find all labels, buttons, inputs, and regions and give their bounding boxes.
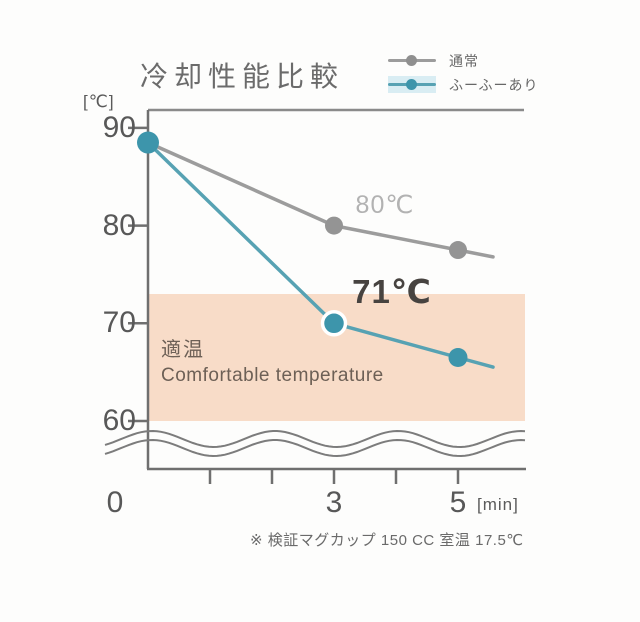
x-axis-unit-label: [min] [477, 495, 519, 514]
x-tick-label: 3 [325, 486, 343, 519]
legend-item-fufu: ふーふーあり [388, 76, 538, 93]
x-tick-label: 0 [106, 486, 124, 519]
legend-dot-icon [406, 55, 417, 66]
comfort-zone-label-jp: 適温 [161, 339, 205, 361]
y-tick-label: 60 [102, 404, 136, 437]
comfort-zone-label-en: Comfortable temperature [161, 365, 384, 386]
chart-title: 冷却性能比較 [140, 61, 345, 92]
x-tick-label: 5 [449, 486, 467, 519]
legend-label-normal: 通常 [449, 52, 479, 69]
annotation-71c: 71℃ [352, 273, 432, 310]
legend-label-fufu: ふーふーあり [449, 76, 539, 93]
legend-item-normal: 通常 [388, 52, 538, 69]
data-point-fufu-3min-highlight [320, 310, 348, 337]
y-axis-unit-label: [℃] [83, 92, 115, 111]
y-tick-label: 70 [102, 306, 136, 340]
data-point-normal-3min [325, 216, 343, 235]
axis-break-wave-lower [104, 438, 526, 458]
data-point-normal-5min [449, 241, 467, 260]
series-line-fufu [146, 140, 495, 369]
footnote: ※ 検証マグカップ 150 CC 室温 17.5℃ [250, 532, 524, 549]
legend-line-sample-fufu [388, 76, 436, 93]
data-point-fufu-5min [448, 347, 468, 367]
series-line-normal [146, 140, 495, 259]
chart-legend: 通常 ふーふーあり [388, 52, 538, 93]
data-point-start [137, 131, 159, 154]
y-tick-label: 80 [102, 208, 136, 242]
axis-break-wave-upper [104, 429, 526, 449]
y-tick-label: 90 [102, 110, 136, 144]
annotation-80c: 80℃ [355, 191, 415, 219]
legend-dot-icon [406, 79, 417, 90]
legend-line-sample-normal [388, 52, 436, 69]
